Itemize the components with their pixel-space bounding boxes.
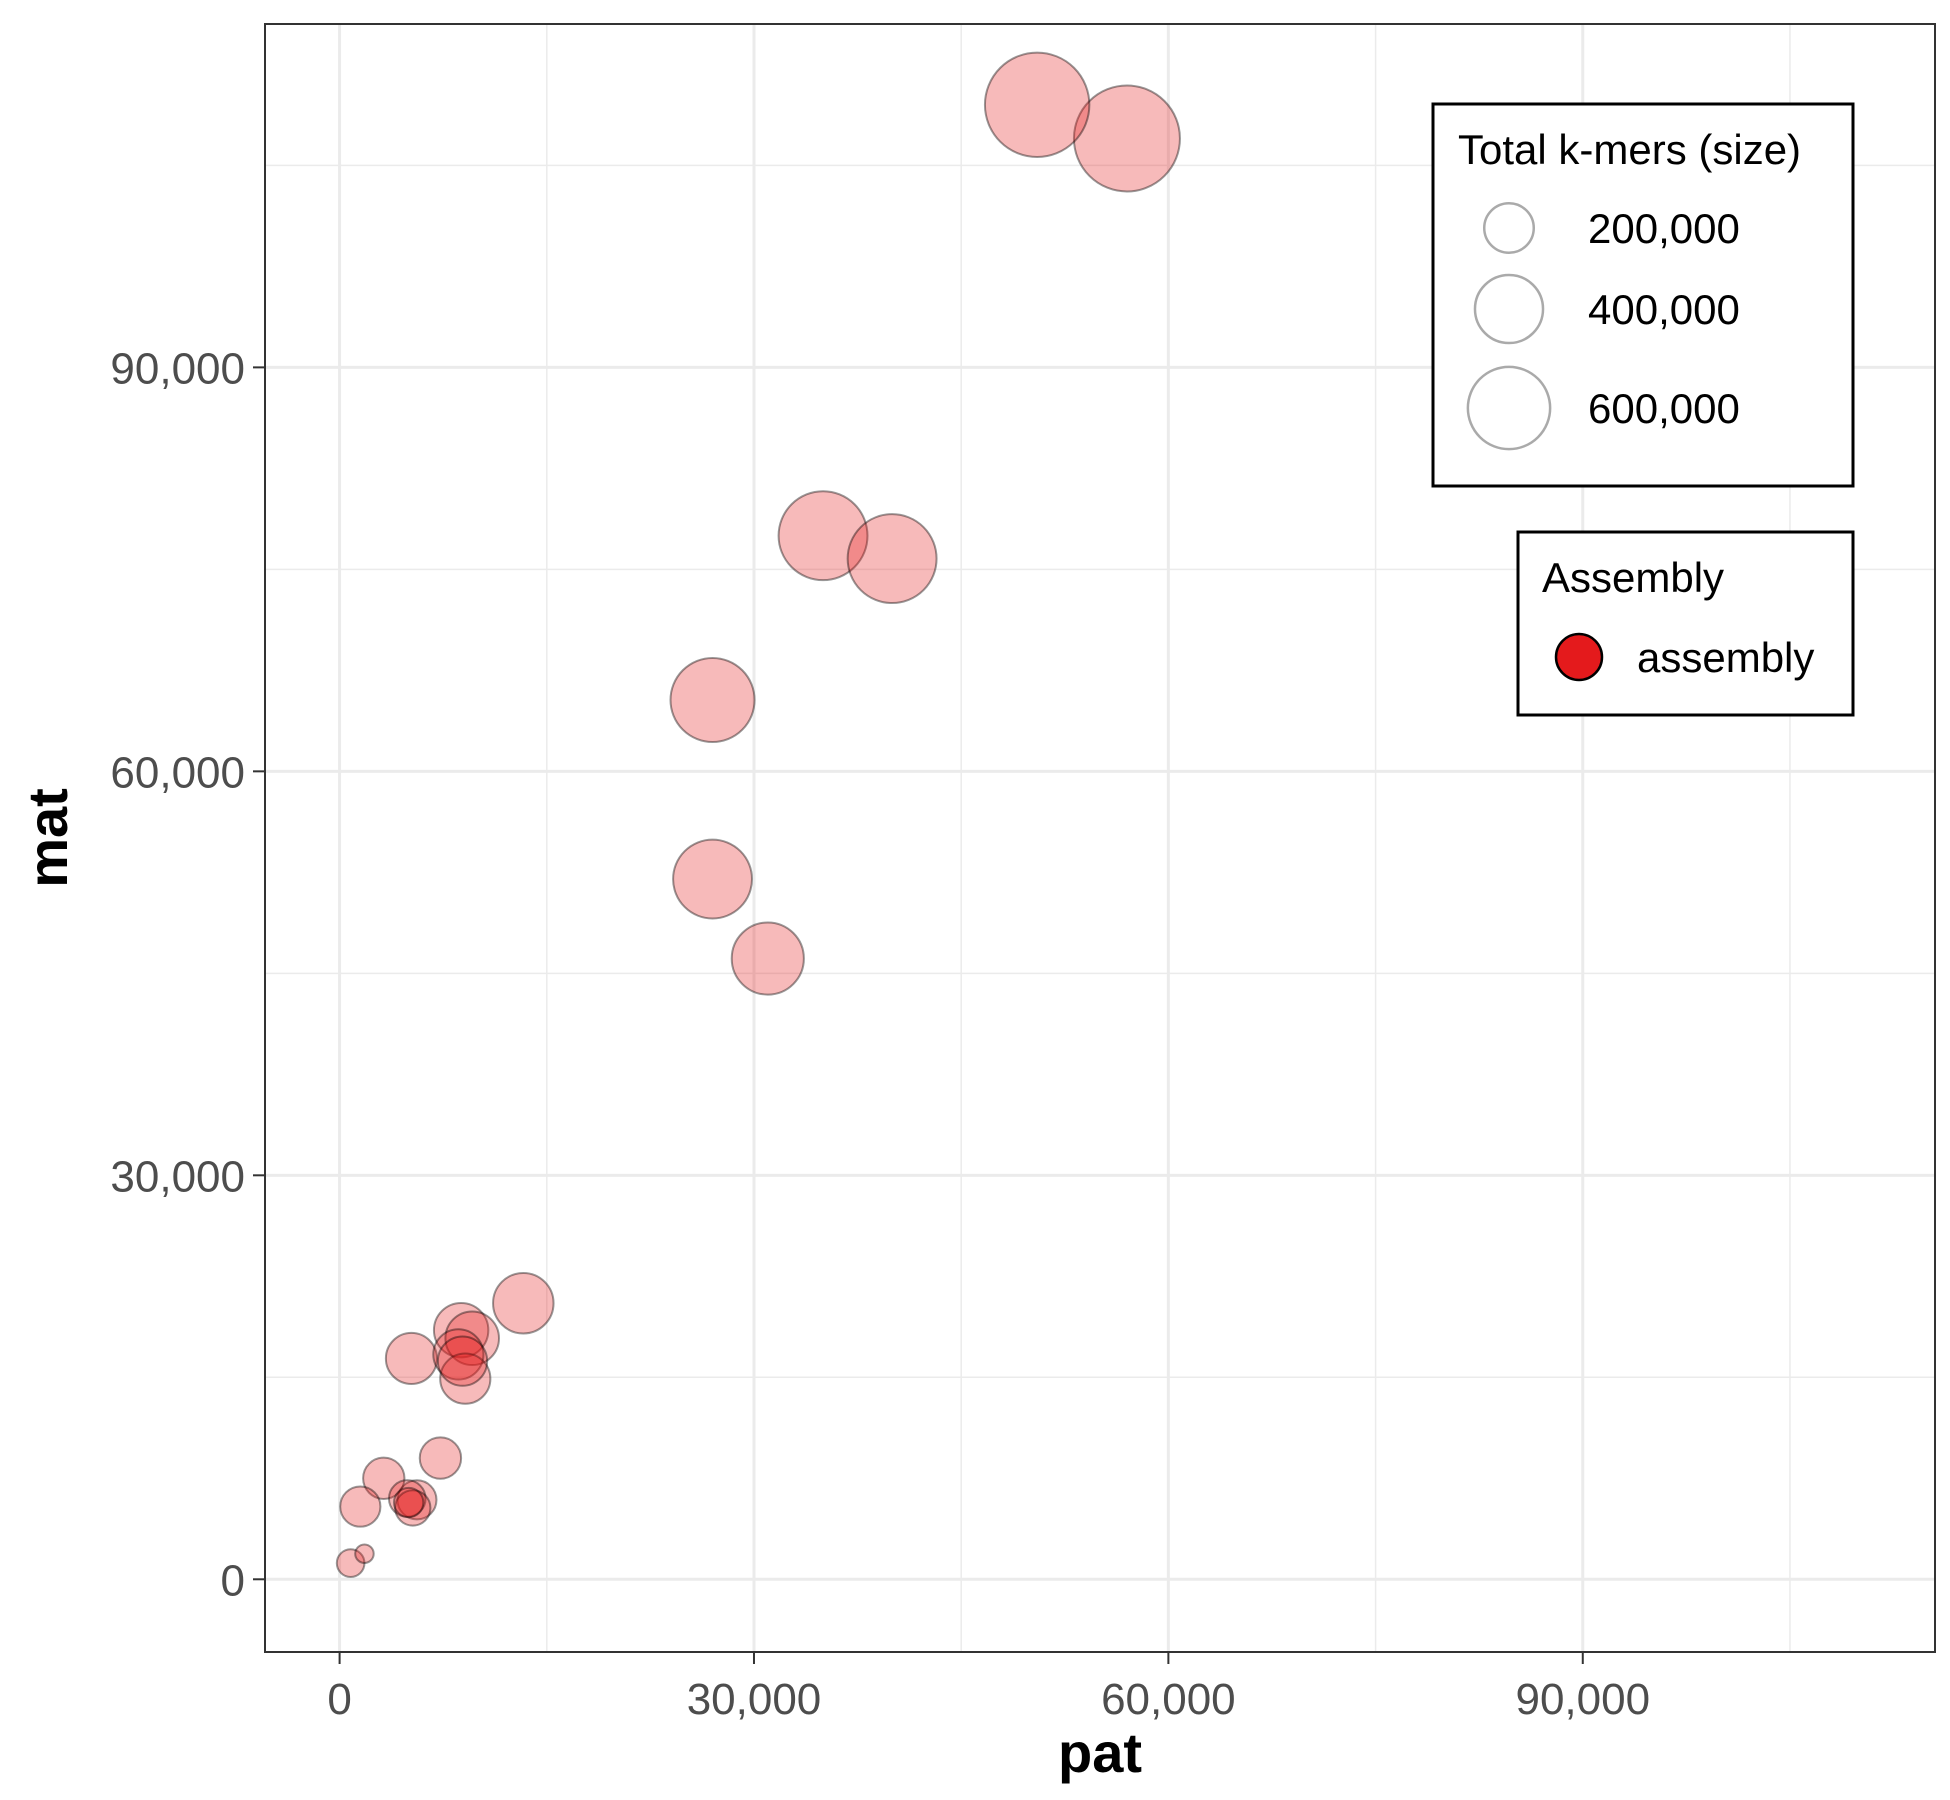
data-point (392, 1486, 425, 1519)
data-point (339, 1485, 382, 1528)
data-point (439, 1352, 492, 1405)
y-axis-title: mat (16, 788, 79, 888)
size-legend-key (1482, 201, 1536, 255)
size-legend-entries: 200,000 400,000 600,000 (1466, 201, 1740, 451)
color-legend: Assembly assembly (1516, 530, 1855, 717)
color-legend-title: Assembly (1542, 554, 1724, 601)
data-point (432, 1301, 490, 1359)
data-point (983, 51, 1091, 159)
size-legend-title: Total k-mers (size) (1458, 126, 1801, 173)
data-point (672, 838, 753, 920)
y-axis-ticks: 0 30,000 60,000 90,000 (110, 344, 265, 1605)
x-tick-label: 30,000 (687, 1675, 822, 1724)
data-point (387, 1479, 427, 1518)
data-point (846, 513, 938, 605)
data-point (669, 656, 756, 744)
data-point (396, 1479, 438, 1521)
size-legend-key (1466, 365, 1552, 451)
data-point (418, 1436, 463, 1480)
color-legend-key (1554, 632, 1604, 682)
data-point (777, 490, 869, 582)
size-legend: Total k-mers (size) 200,000 400,000 600,00… (1431, 102, 1855, 488)
data-point (492, 1271, 555, 1335)
data-points (335, 51, 1181, 1578)
size-legend-label: 400,000 (1588, 286, 1740, 333)
data-point (335, 1548, 366, 1578)
x-axis-ticks: 0 30,000 60,000 90,000 (327, 1652, 1650, 1724)
size-legend-label: 600,000 (1588, 385, 1740, 432)
data-point (444, 1310, 500, 1367)
y-tick-label: 30,000 (110, 1152, 245, 1201)
y-tick-label: 90,000 (110, 344, 245, 393)
y-tick-label: 0 (221, 1556, 245, 1605)
x-tick-label: 0 (327, 1675, 351, 1724)
data-point (354, 1543, 375, 1564)
data-point (432, 1328, 485, 1381)
plot-border (264, 23, 1936, 1653)
x-tick-label: 90,000 (1515, 1675, 1650, 1724)
x-tick-label: 60,000 (1101, 1675, 1236, 1724)
x-axis-title: pat (1058, 1721, 1142, 1784)
data-point (730, 921, 805, 996)
data-point (1072, 84, 1181, 193)
data-point (362, 1456, 406, 1500)
grid-lines (265, 24, 1935, 1652)
data-point (384, 1331, 438, 1385)
size-legend-key (1473, 273, 1545, 345)
data-point (394, 1489, 432, 1527)
size-legend-label: 200,000 (1588, 205, 1740, 252)
color-legend-label: assembly (1637, 634, 1814, 681)
size-legend-box (1431, 102, 1855, 488)
y-tick-label: 60,000 (110, 748, 245, 797)
data-point (436, 1335, 489, 1387)
color-legend-box (1516, 530, 1855, 717)
